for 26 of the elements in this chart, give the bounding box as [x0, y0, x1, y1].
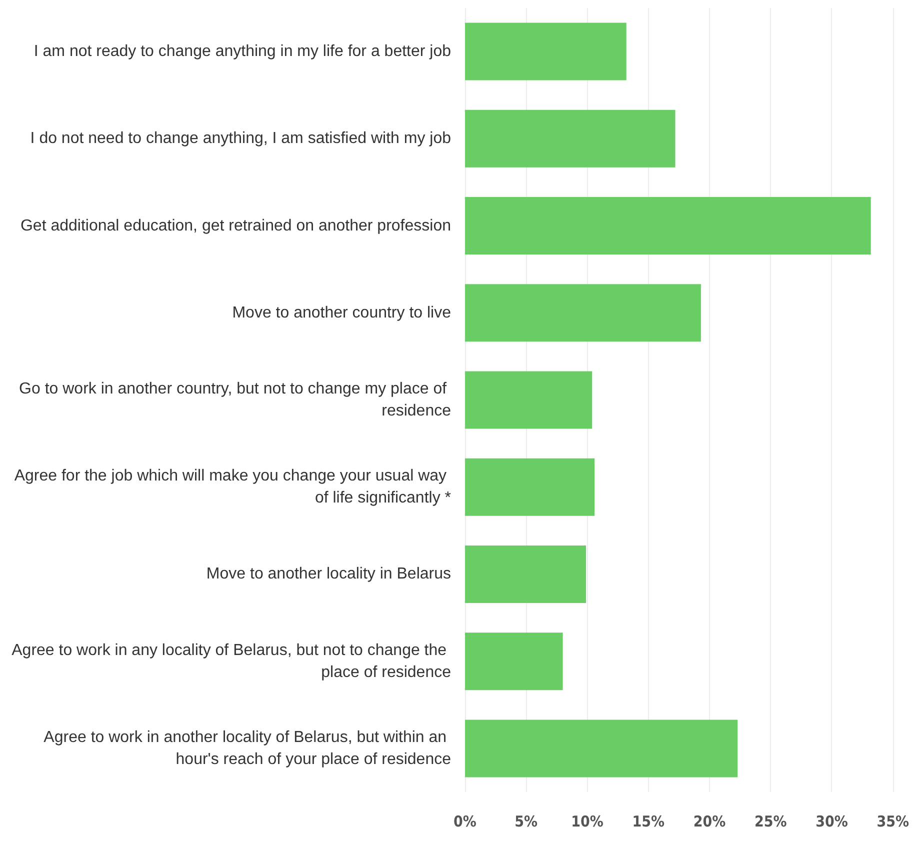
y-tick-label: I do not need to change anything, I am satisfied with my job: [30, 130, 452, 148]
y-tick-label: Agree to work in any locality of Belarus, but not to change the place of residence: [12, 642, 452, 681]
x-tick-label: 15%: [632, 812, 665, 830]
y-tick-label: Move to another locality in Belarus: [206, 566, 451, 583]
y-tick-label: Go to work in another country, but not to change my place of residence: [19, 380, 452, 420]
y-tick-label: I am not ready to change anything in my life for a better job: [34, 43, 452, 60]
y-tick-label: Get additional education, get retrained on another profession: [20, 217, 451, 234]
bar: [465, 371, 592, 429]
bar: [465, 110, 676, 168]
bar: [465, 458, 595, 516]
x-tick-label: 5%: [514, 812, 538, 830]
bar: [465, 632, 563, 690]
x-tick-label: 20%: [693, 812, 726, 830]
x-tick-label: 35%: [876, 812, 910, 830]
bar: [465, 22, 626, 80]
bar: [465, 720, 738, 778]
bar: [465, 197, 871, 255]
x-tick-label: 25%: [754, 812, 788, 830]
x-tick-label: 30%: [816, 812, 848, 830]
y-tick-label: Agree for the job which will make you change your usual way of life significantly *: [14, 468, 451, 507]
bar: [465, 545, 586, 603]
x-tick-label: 10%: [571, 812, 604, 830]
y-tick-label: Move to another country to live: [232, 304, 452, 322]
y-tick-label: Agree to work in another locality of Belarus, but within an hour's reach of your place of residence: [44, 728, 452, 768]
bar: [465, 284, 701, 342]
x-tick-label: 0%: [454, 812, 477, 830]
